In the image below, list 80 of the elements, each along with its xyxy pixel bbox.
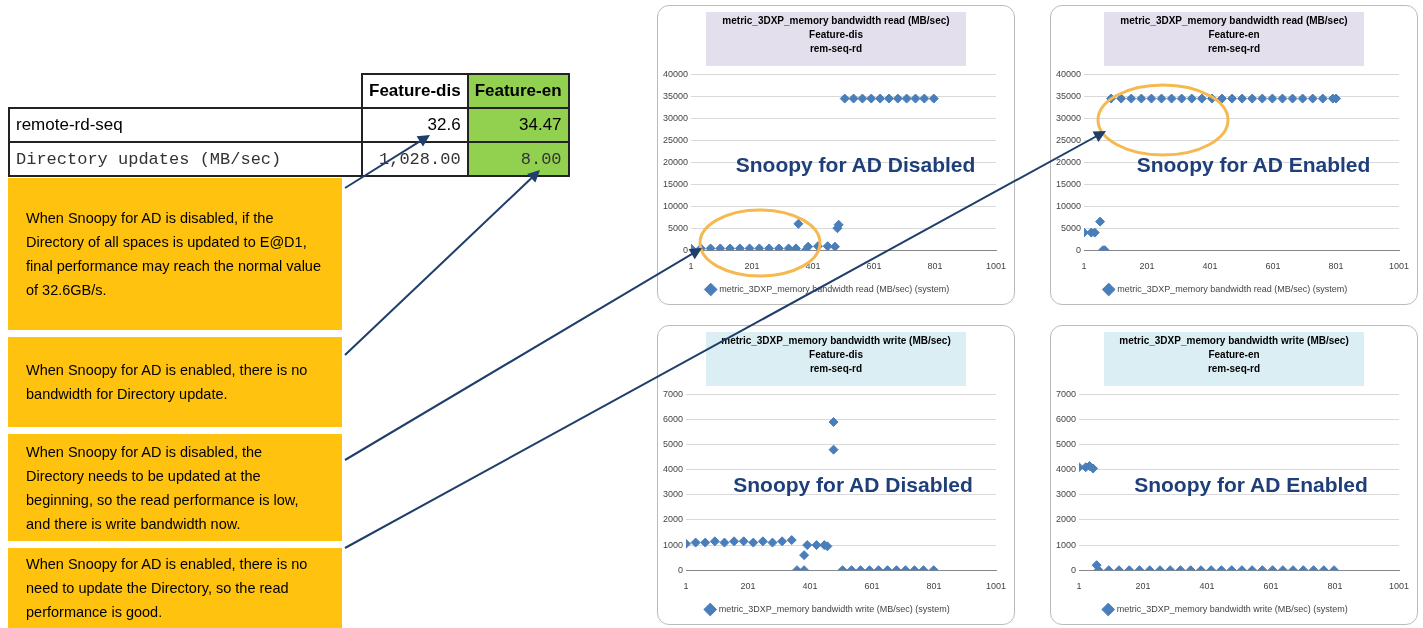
x-tick-label: 601 (1263, 581, 1279, 592)
legend-label: metric_3DXP_memory bandwidth read (MB/sec) (system) (1117, 283, 1348, 294)
annotation: Snoopy for AD Disabled (735, 152, 976, 176)
text: remote-rd-seq (9, 108, 362, 142)
y-tick-label: 4000 (662, 464, 684, 475)
x-tick-label: 401 (1199, 581, 1215, 592)
chart-title: metric_3DXP_memory bandwidth write (MB/sec) Feature-en rem-seq-rd (1118, 334, 1350, 376)
y-tick-label: 3000 (1055, 489, 1077, 500)
y-tick-label: 40000 (663, 68, 689, 79)
y-tick-label: 30000 (1056, 112, 1082, 123)
text: Feature-dis (362, 74, 468, 108)
text: Directory updates (MB/sec) (9, 142, 362, 176)
x-tick-label: 1001 (1388, 261, 1410, 272)
y-tick-label: 35000 (663, 90, 689, 101)
y-tick-label: 15000 (663, 178, 689, 189)
x-tick-label: 1 (1076, 581, 1082, 592)
text: When Snoopy for AD is enabled, there is no bandwidth for Directory update. (8, 337, 342, 427)
x-tick-label: 601 (866, 261, 882, 272)
x-tick-label: 801 (1327, 581, 1343, 592)
text: 8.00 (467, 142, 569, 176)
text: 34.47 (467, 108, 569, 142)
text: When Snoopy for AD is disabled, if the Directory of all spaces is updated to E@D1, final performance may reach the normal value of 32.6GB/s. (8, 178, 342, 330)
x-tick-label: 1001 (1388, 581, 1410, 592)
annotation: Snoopy for AD Enabled (1136, 152, 1371, 176)
y-tick-label: 40000 (1056, 68, 1082, 79)
y-tick-label: 2000 (662, 514, 684, 525)
y-tick-label: 6000 (662, 414, 684, 424)
text: When Snoopy for AD is disabled, the Directory needs to be updated at the beginning, so the read performance is low, and there is write bandwidth now. (8, 434, 342, 541)
x-tick-label: 401 (805, 261, 821, 272)
y-tick-label: 7000 (1055, 388, 1077, 399)
y-tick-label: 0 (683, 244, 689, 255)
y-tick-label: 0 (1071, 564, 1077, 575)
x-tick-label: 1001 (985, 261, 1007, 272)
text: When Snoopy for AD is enabled, there is no need to update the Directory, so the read performance is good. (8, 548, 342, 628)
x-tick-label: 801 (927, 261, 943, 272)
y-tick-label: 10000 (1056, 200, 1082, 211)
y-tick-label: 6000 (1055, 414, 1077, 424)
x-tick-label: 401 (802, 581, 818, 592)
y-tick-label: 4000 (1055, 464, 1077, 475)
x-tick-label: 1 (688, 261, 694, 272)
x-tick-label: 401 (1202, 261, 1218, 272)
x-tick-label: 601 (864, 581, 880, 592)
x-tick-label: 601 (1265, 261, 1281, 272)
y-tick-label: 5000 (1061, 222, 1082, 233)
y-tick-label: 0 (1076, 244, 1082, 255)
y-tick-label: 35000 (1056, 90, 1082, 101)
y-tick-label: 5000 (1055, 439, 1077, 450)
text: 32.6 (362, 108, 468, 142)
y-tick-label: 5000 (668, 222, 689, 233)
chart-title: metric_3DXP_memory bandwidth write (MB/sec) Feature-dis rem-seq-rd (720, 334, 952, 376)
y-tick-label: 25000 (663, 134, 689, 145)
y-tick-label: 20000 (1056, 156, 1082, 167)
x-tick-label: 201 (744, 261, 760, 272)
y-tick-label: 20000 (663, 156, 689, 167)
y-tick-label: 1000 (1055, 539, 1077, 550)
x-tick-label: 1 (1081, 261, 1087, 272)
annotation: Snoopy for AD Enabled (1134, 472, 1368, 496)
legend-label: metric_3DXP_memory bandwidth write (MB/sec) (system) (1116, 603, 1348, 614)
y-tick-label: 10000 (663, 200, 689, 211)
y-tick-label: 15000 (1056, 178, 1082, 189)
x-tick-label: 201 (1139, 261, 1155, 272)
y-tick-label: 0 (678, 564, 684, 575)
x-tick-label: 1 (683, 581, 689, 592)
y-tick-label: 5000 (662, 439, 684, 450)
y-tick-label: 3000 (662, 489, 684, 500)
y-tick-label: 7000 (662, 388, 684, 399)
legend-label: metric_3DXP_memory bandwidth write (MB/sec) (system) (718, 603, 950, 614)
y-tick-label: 1000 (662, 539, 684, 550)
text: Feature-en (467, 74, 569, 108)
chart-title: metric_3DXP_memory bandwidth read (MB/sec) Feature-dis rem-seq-rd (721, 14, 951, 56)
x-tick-label: 201 (740, 581, 756, 592)
x-tick-label: 1001 (985, 581, 1007, 592)
x-tick-label: 201 (1135, 581, 1151, 592)
y-tick-label: 30000 (663, 112, 689, 123)
y-tick-label: 25000 (1056, 134, 1082, 145)
chart-title: metric_3DXP_memory bandwidth read (MB/sec) Feature-en rem-seq-rd (1119, 14, 1349, 56)
annotation: Snoopy for AD Disabled (733, 472, 973, 496)
y-tick-label: 2000 (1055, 514, 1077, 525)
x-tick-label: 801 (1328, 261, 1344, 272)
x-tick-label: 801 (926, 581, 942, 592)
